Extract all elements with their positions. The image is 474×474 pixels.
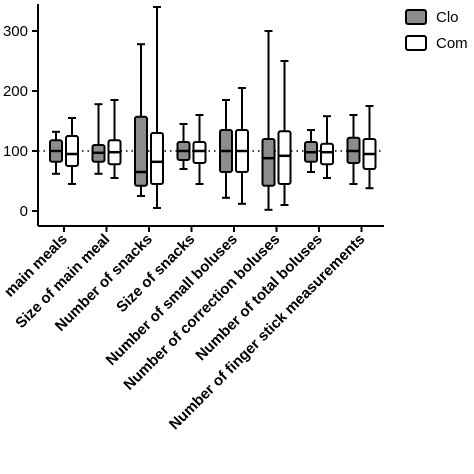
box [192,141,207,164]
box [65,135,79,167]
box [150,132,164,185]
legend-label: Clo [436,9,459,26]
y-tick-label: 300 [3,23,28,40]
x-category-label: Number of correction boluses [120,231,283,394]
box [134,115,148,187]
y-tick-label: 0 [20,203,28,220]
y-tick-label: 100 [3,143,28,160]
legend-swatch [405,9,427,25]
legend-label: Com [436,35,468,52]
box [320,142,334,166]
x-category-label: Number of finger stick measurements [166,231,368,433]
legend-swatch [405,35,427,51]
box [261,138,276,187]
box [277,130,292,185]
y-tick-label: 200 [3,83,28,100]
